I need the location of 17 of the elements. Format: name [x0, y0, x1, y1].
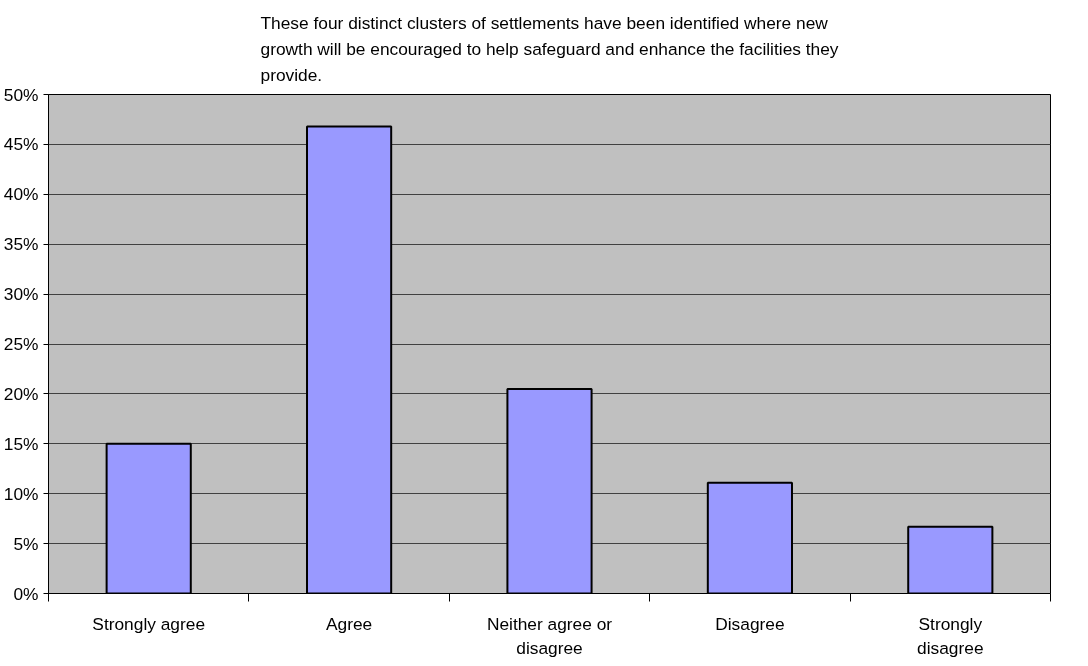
x-tick-label: Strongly agree [92, 613, 206, 634]
y-tick-label: 40% [3, 184, 39, 205]
x-tick-label: Strongly disagree [917, 613, 984, 658]
y-tick-label: 20% [3, 383, 39, 404]
y-tick-label: 25% [3, 334, 39, 354]
y-tick-label: 50% [3, 84, 39, 105]
y-tick-label: 5% [13, 533, 39, 554]
x-tick-label: Agree [325, 613, 373, 634]
y-tick-label: 45% [3, 134, 39, 155]
y-tick-label: 15% [3, 433, 39, 454]
chart-title: These four distinct clusters of settlements have been identified where new growth will be encouraged to help safeguard and enhance the facilities they provide. [260, 12, 839, 85]
y-tick-label: 0% [13, 583, 39, 604]
y-tick-label: 35% [3, 234, 39, 255]
x-tick-label: Disagree [715, 613, 785, 634]
x-tick-label: Neither agree or disagree [486, 613, 613, 658]
y-tick-label: 10% [3, 483, 39, 504]
y-tick-label: 30% [3, 284, 39, 305]
